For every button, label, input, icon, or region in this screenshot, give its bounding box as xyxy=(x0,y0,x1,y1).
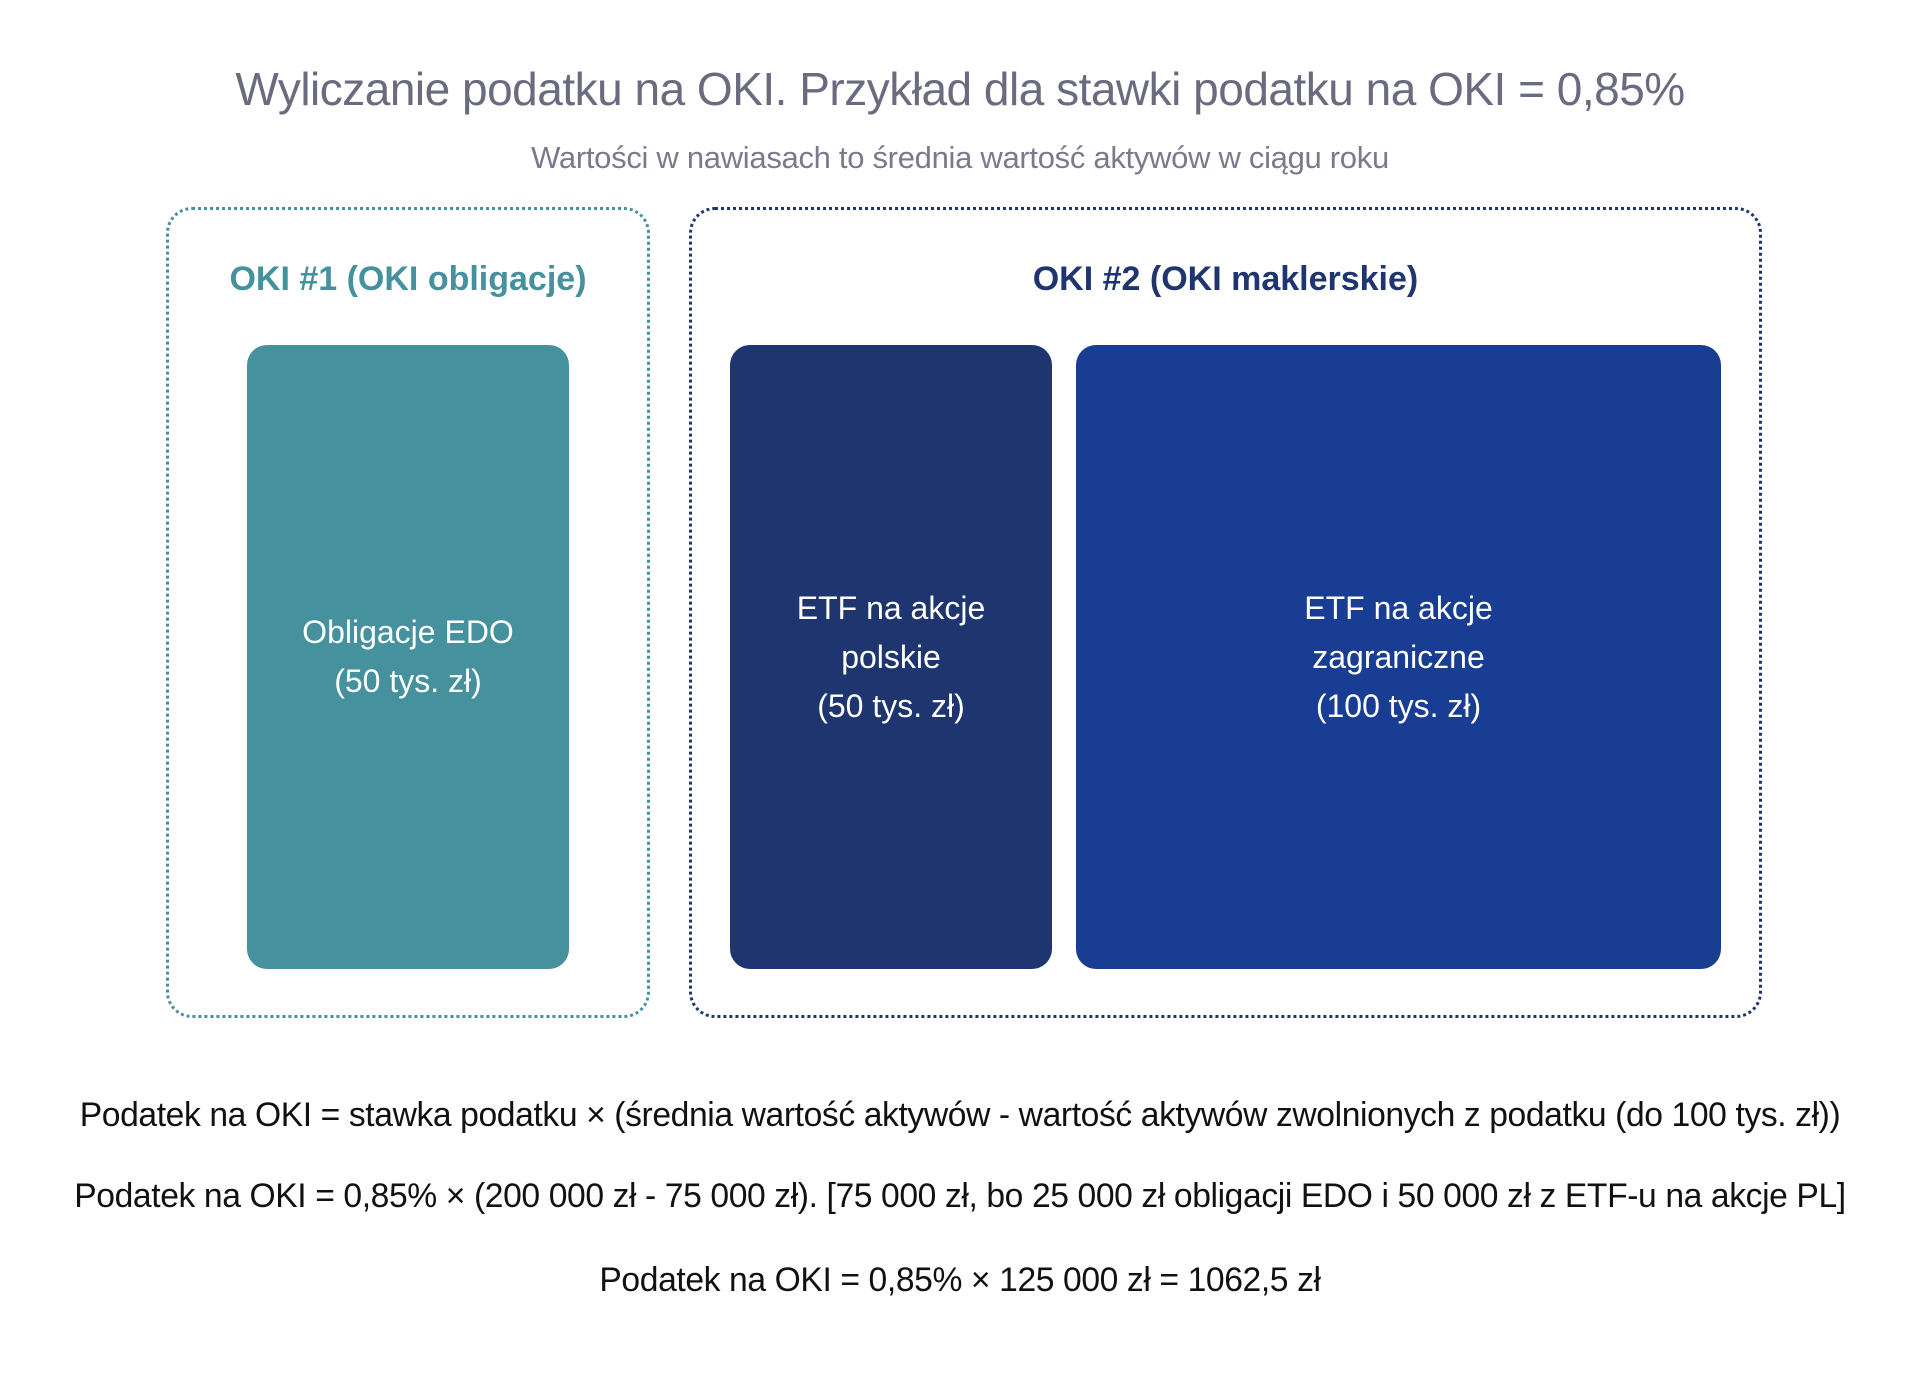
group-oki-1-label: OKI #1 (OKI obligacje) xyxy=(229,260,587,298)
block-etf-akcje-polskie: ETF na akcje polskie (50 tys. zł) xyxy=(730,345,1052,969)
block-etf-akcje-polskie-line-3: (50 tys. zł) xyxy=(817,687,965,724)
block-obligacje-edo-line-1: Obligacje EDO xyxy=(302,614,514,650)
block-etf-akcje-zagraniczne-line-3: (100 tys. zł) xyxy=(1315,687,1482,724)
group-oki-2-label: OKI #2 (OKI maklerskie) xyxy=(1032,260,1419,298)
block-etf-akcje-zagraniczne: ETF na akcje zagraniczne (100 tys. zł) xyxy=(1076,345,1721,969)
formula-general: Podatek na OKI = stawka podatku × (średn… xyxy=(79,1096,1841,1134)
block-obligacje-edo: Obligacje EDO (50 tys. zł) xyxy=(247,345,569,969)
formula-result: Podatek na OKI = 0,85% × 125 000 zł = 10… xyxy=(599,1261,1321,1299)
block-etf-akcje-polskie-line-1: ETF na akcje xyxy=(796,589,986,626)
block-obligacje-edo-line-2: (50 tys. zł) xyxy=(334,663,482,699)
block-etf-akcje-polskie-line-2: polskie xyxy=(841,638,941,675)
diagram-title: Wyliczanie podatku na OKI. Przykład dla … xyxy=(235,63,1685,115)
group-oki-2: OKI #2 (OKI maklerskie) xyxy=(689,207,1762,1018)
block-etf-akcje-zagraniczne-line-2: zagraniczne xyxy=(1312,638,1485,675)
group-oki-1: OKI #1 (OKI obligacje) xyxy=(166,207,650,1018)
diagram-subtitle: Wartości w nawiasach to średnia wartość … xyxy=(531,140,1389,175)
block-etf-akcje-zagraniczne-line-1: ETF na akcje xyxy=(1304,589,1493,626)
formula-substituted: Podatek na OKI = 0,85% × (200 000 zł - 7… xyxy=(74,1177,1846,1215)
